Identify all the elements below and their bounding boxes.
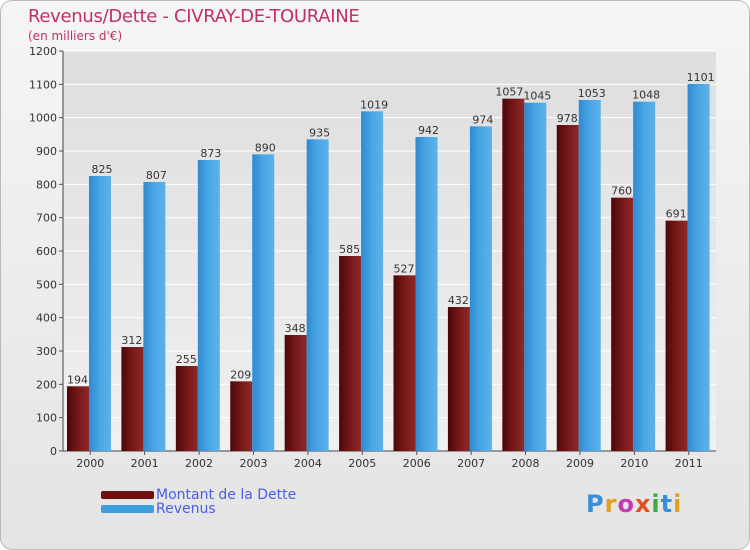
y-tick-label: 1100 xyxy=(29,78,57,91)
bar-revenus xyxy=(633,101,656,452)
bar-revenus xyxy=(252,154,275,452)
data-label-dette: 691 xyxy=(666,208,687,221)
bar-dette xyxy=(175,366,198,451)
bar-revenus xyxy=(143,182,166,451)
data-label-revenus: 807 xyxy=(146,169,167,182)
data-label-revenus: 942 xyxy=(418,124,439,137)
x-tick-label: 2005 xyxy=(348,457,376,470)
x-tick-label: 2002 xyxy=(185,457,213,470)
bar-revenus xyxy=(306,139,329,452)
logo-letter: i xyxy=(651,490,661,518)
x-tick-label: 2011 xyxy=(675,457,703,470)
data-label-revenus: 1019 xyxy=(360,98,388,111)
proxiti-logo: Proxiti xyxy=(586,490,682,518)
data-label-revenus: 1048 xyxy=(632,89,660,102)
x-tick-label: 2008 xyxy=(512,457,540,470)
y-tick-label: 200 xyxy=(36,378,57,391)
bar-dette xyxy=(339,256,362,451)
bar-revenus xyxy=(89,176,111,451)
legend-item-revenus: Revenus xyxy=(101,501,216,517)
data-label-dette: 312 xyxy=(121,334,142,347)
bar-dette xyxy=(393,275,416,451)
x-tick-label: 2004 xyxy=(294,457,322,470)
data-label-dette: 760 xyxy=(611,185,632,198)
y-tick-label: 900 xyxy=(36,145,57,158)
bar-revenus xyxy=(524,102,547,452)
data-label-dette: 527 xyxy=(394,262,415,275)
data-label-revenus: 1045 xyxy=(523,90,551,103)
logo-letter: P xyxy=(586,490,605,518)
data-label-dette: 348 xyxy=(285,322,306,335)
legend-label-revenus: Revenus xyxy=(156,501,216,517)
bar-revenus xyxy=(415,137,438,451)
y-tick-label: 100 xyxy=(36,412,57,425)
data-label-dette: 255 xyxy=(176,353,197,366)
chart-subtitle: (en milliers d'€) xyxy=(28,29,123,43)
x-tick-label: 2009 xyxy=(566,457,594,470)
bar-dette xyxy=(502,98,525,452)
legend-label-dette: Montant de la Dette xyxy=(156,487,297,503)
logo-letter: r xyxy=(604,490,618,518)
x-tick-label: 2001 xyxy=(131,457,159,470)
legend-item-dette: Montant de la Dette xyxy=(101,487,297,503)
bar-dette xyxy=(665,220,688,451)
x-tick-label: 2000 xyxy=(76,457,104,470)
data-label-revenus: 935 xyxy=(309,126,330,139)
data-label-dette: 978 xyxy=(557,112,578,125)
bar-dette xyxy=(67,386,89,451)
logo-letter: t xyxy=(660,490,674,518)
bar-dette xyxy=(230,381,253,451)
x-tick-label: 2010 xyxy=(620,457,648,470)
bar-dette xyxy=(121,347,144,451)
bar-revenus xyxy=(197,160,220,451)
bar-dette xyxy=(447,307,470,451)
data-label-revenus: 1053 xyxy=(578,87,606,100)
data-label-revenus: 1101 xyxy=(687,71,715,84)
data-label-revenus: 890 xyxy=(255,141,276,154)
x-tick-label: 2003 xyxy=(239,457,267,470)
data-label-revenus: 873 xyxy=(200,147,221,160)
data-label-dette: 194 xyxy=(67,373,88,386)
bar-revenus xyxy=(687,84,710,451)
logo-letter: i xyxy=(673,490,683,518)
bar-dette xyxy=(556,125,579,451)
bar-revenus xyxy=(578,100,601,451)
data-label-dette: 585 xyxy=(339,243,360,256)
data-label-dette: 209 xyxy=(230,368,251,381)
bar-revenus xyxy=(469,126,492,451)
data-label-revenus: 825 xyxy=(92,163,113,176)
y-tick-label: 300 xyxy=(36,345,57,358)
bar-revenus xyxy=(361,111,384,451)
logo-letter: o xyxy=(617,490,635,518)
y-tick-label: 500 xyxy=(36,278,57,291)
y-tick-label: 800 xyxy=(36,178,57,191)
legend-swatch-revenus xyxy=(101,505,154,513)
bar-dette xyxy=(611,197,634,451)
logo-letter: x xyxy=(634,490,652,518)
data-label-dette: 432 xyxy=(448,294,469,307)
x-tick-label: 2007 xyxy=(457,457,485,470)
y-tick-label: 1000 xyxy=(29,112,57,125)
y-tick-label: 400 xyxy=(36,312,57,325)
chart-title: Revenus/Dette - CIVRAY-DE-TOURAINE xyxy=(28,6,360,27)
y-tick-label: 0 xyxy=(50,445,57,458)
y-tick-label: 1200 xyxy=(29,45,57,58)
y-tick-label: 600 xyxy=(36,245,57,258)
y-tick-label: 700 xyxy=(36,212,57,225)
x-tick-label: 2006 xyxy=(403,457,431,470)
data-label-revenus: 974 xyxy=(472,113,493,126)
legend-swatch-dette xyxy=(101,491,154,499)
data-label-dette: 1057 xyxy=(495,86,523,99)
bar-dette xyxy=(284,335,307,451)
